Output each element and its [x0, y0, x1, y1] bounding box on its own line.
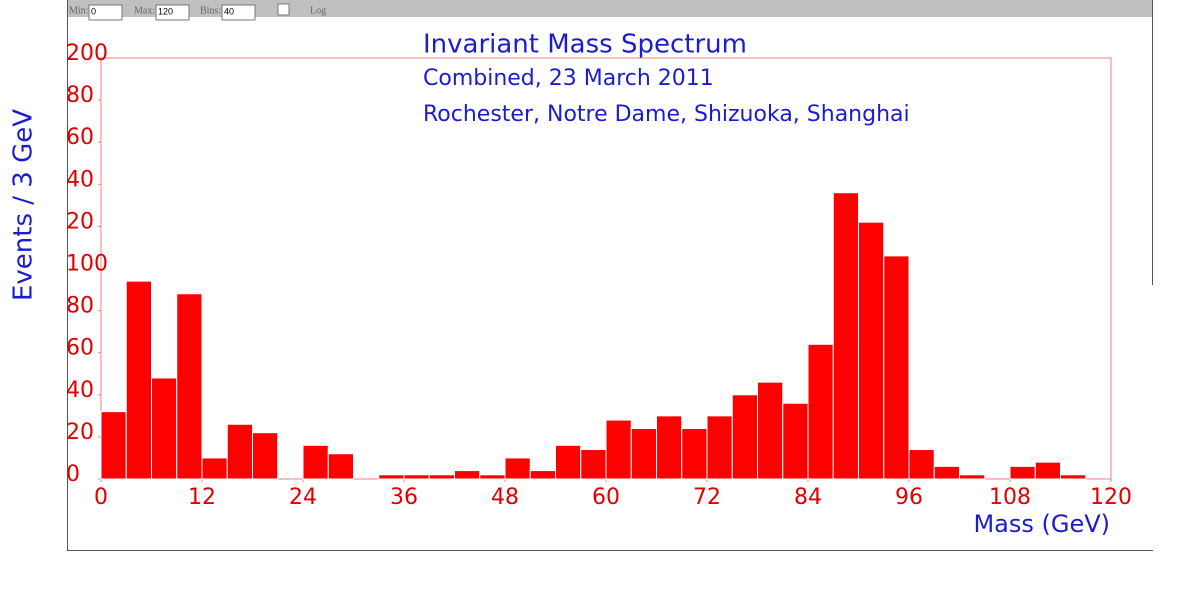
x-tick-label: 72	[693, 485, 721, 510]
max-label: Max:	[134, 5, 155, 16]
y-tick-label: 40	[66, 378, 94, 403]
bar	[832, 192, 859, 480]
x-tick-label: 12	[188, 485, 216, 510]
x-tick-label: 84	[794, 485, 822, 510]
bins-input[interactable]	[221, 4, 256, 21]
bar	[908, 449, 935, 480]
bar	[1009, 465, 1036, 480]
x-tick-label: 120	[1090, 485, 1132, 510]
y-tick-label: 100	[66, 252, 108, 277]
bins-value[interactable]: 40	[224, 6, 234, 16]
x-tick-label: 0	[94, 485, 108, 510]
y-tick-label: 80	[66, 294, 94, 319]
bar	[630, 427, 657, 480]
log-checkbox[interactable]	[277, 3, 290, 16]
bar	[883, 255, 910, 480]
bar	[428, 474, 455, 480]
subtitle: Combined, 23 March 2011	[423, 66, 714, 91]
subtitle: Rochester, Notre Dame, Shizuoka, Shangha…	[423, 102, 910, 127]
y-tick-label: 0	[66, 462, 80, 487]
max-input[interactable]	[155, 4, 190, 21]
bar	[302, 444, 329, 480]
toolbar	[67, 0, 1153, 17]
bar	[529, 470, 556, 480]
bar	[706, 415, 733, 480]
y-tick-label: 60	[66, 336, 94, 361]
bar	[125, 280, 152, 480]
y-tick-label: 80	[66, 83, 94, 108]
x-tick-label: 60	[592, 485, 620, 510]
bar	[201, 457, 228, 480]
bar	[858, 221, 885, 480]
bins-label: Bins:	[200, 5, 221, 16]
bar	[176, 293, 203, 480]
bar	[378, 474, 405, 480]
bar	[933, 465, 960, 480]
bar	[226, 423, 253, 480]
bar	[555, 444, 582, 480]
bar	[656, 415, 683, 480]
x-axis-label: Mass (GeV)	[973, 510, 1110, 538]
bar	[959, 474, 986, 480]
bar	[807, 343, 834, 480]
bar	[252, 432, 279, 480]
bar	[454, 470, 481, 480]
min-input[interactable]	[88, 4, 123, 21]
bar	[1060, 474, 1087, 480]
bar	[403, 474, 430, 480]
y-axis-label: Events / 3 GeV	[9, 109, 39, 301]
x-tick-label: 36	[390, 485, 418, 510]
y-tick-label: 40	[66, 167, 94, 192]
min-label: Min:	[69, 5, 88, 16]
y-tick-label: 20	[66, 209, 94, 234]
bar	[681, 427, 708, 480]
bar	[782, 402, 809, 480]
x-tick-label: 96	[895, 485, 923, 510]
y-tick-label: 200	[66, 41, 108, 66]
bar	[479, 474, 506, 480]
x-tick-label: 48	[491, 485, 519, 510]
bar	[731, 394, 758, 480]
max-value[interactable]: 120	[158, 6, 173, 16]
y-tick-label: 60	[66, 125, 94, 150]
bar	[580, 449, 607, 480]
chart-title: Invariant Mass Spectrum	[423, 30, 747, 60]
x-tick-label: 24	[289, 485, 317, 510]
y-tick-label: 20	[66, 420, 94, 445]
x-tick-label: 108	[989, 485, 1031, 510]
bar	[605, 419, 632, 480]
bar	[100, 411, 127, 480]
bar	[1034, 461, 1061, 480]
bar	[504, 457, 531, 480]
log-label: Log	[310, 5, 326, 16]
bar	[151, 377, 178, 480]
bar	[327, 453, 354, 480]
bar	[757, 381, 784, 480]
min-value[interactable]: 0	[91, 6, 96, 16]
